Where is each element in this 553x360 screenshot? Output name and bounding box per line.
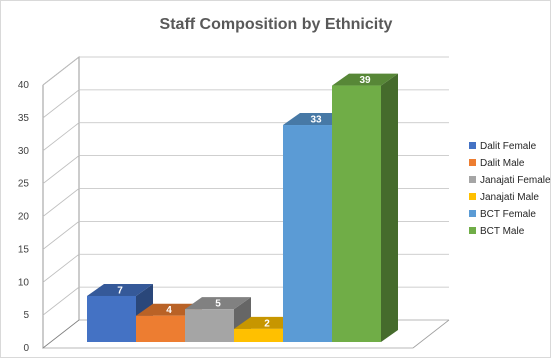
legend-label: Janajati Female — [480, 175, 551, 186]
data-labels: 7 4 5 2 33 39 — [117, 75, 371, 329]
data-label: 4 — [166, 305, 172, 316]
gridline-side — [42, 89, 80, 119]
legend-swatch — [469, 142, 476, 149]
gridline-side — [42, 122, 80, 152]
bar-top — [332, 73, 398, 86]
bar-front — [87, 295, 136, 342]
legend-item: BCT Male — [469, 226, 525, 237]
legend-label: Dalit Male — [480, 158, 525, 169]
y-tick-label: 10 — [18, 277, 30, 288]
y-tick-label: 20 — [18, 212, 30, 223]
legend-swatch — [469, 159, 476, 166]
gridline-side — [42, 155, 80, 184]
legend-item: Janajati Female — [469, 175, 551, 186]
bar-bct-male — [332, 73, 398, 342]
data-label: 39 — [359, 75, 371, 86]
data-label: 5 — [215, 299, 221, 310]
legend-label: BCT Male — [480, 226, 525, 237]
legend-item: Janajati Male — [469, 192, 539, 203]
legend-item: Dalit Female — [469, 141, 537, 152]
legend-label: Dalit Female — [480, 141, 537, 152]
y-axis-ticks: 0 5 10 15 20 25 30 35 40 — [18, 80, 30, 354]
gridline-side — [42, 188, 80, 217]
legend-swatch — [469, 210, 476, 217]
y-tick-label: 25 — [18, 179, 30, 190]
legend-item: Dalit Male — [469, 158, 525, 169]
gridline-side — [42, 286, 80, 316]
bar-side — [381, 73, 398, 342]
gridline-side — [42, 56, 80, 86]
bar-front — [283, 125, 332, 343]
data-label: 33 — [310, 115, 322, 126]
bar-janajati-female — [185, 297, 251, 342]
bar-front — [234, 328, 283, 342]
bar-front — [136, 315, 185, 342]
bar-front — [332, 85, 381, 342]
legend-item: BCT Female — [469, 209, 536, 220]
chart-title: Staff Composition by Ethnicity — [160, 16, 393, 33]
legend-swatch — [469, 176, 476, 183]
y-tick-label: 35 — [18, 113, 30, 124]
data-label: 7 — [117, 285, 123, 296]
y-tick-label: 40 — [18, 80, 30, 91]
y-tick-label: 0 — [23, 343, 29, 354]
gridline-side — [42, 221, 80, 250]
data-label: 2 — [264, 318, 270, 329]
bars — [87, 73, 398, 343]
y-tick-label: 5 — [23, 310, 29, 321]
gridline-side — [42, 253, 80, 283]
bar-top — [87, 283, 153, 296]
legend: Dalit Female Dalit Male Janajati Female Jan… — [469, 141, 551, 237]
legend-swatch — [469, 227, 476, 234]
right-floor-edge — [412, 319, 450, 349]
legend-label: Janajati Male — [480, 192, 539, 203]
bar-top — [185, 297, 251, 310]
y-tick-label: 15 — [18, 244, 30, 255]
y-tick-label: 30 — [18, 146, 30, 157]
legend-swatch — [469, 193, 476, 200]
legend-label: BCT Female — [480, 209, 536, 220]
bar-front — [185, 309, 234, 342]
